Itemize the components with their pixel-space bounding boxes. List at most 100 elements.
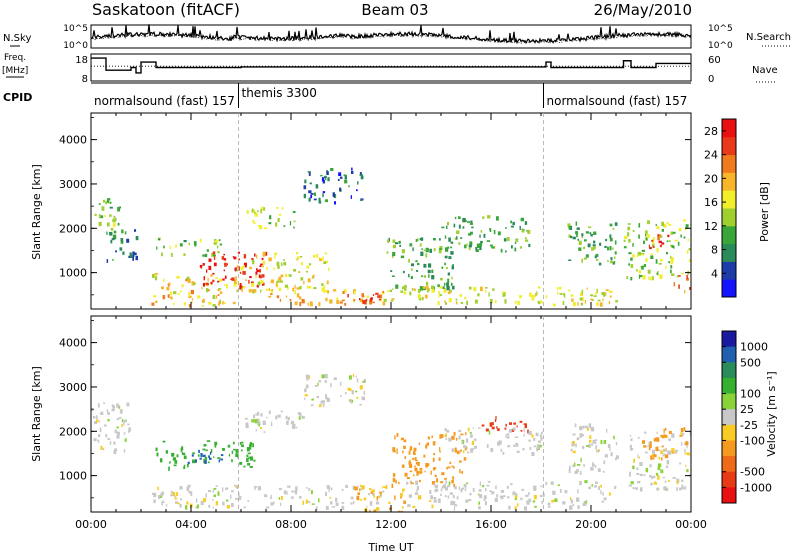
data-cell [187, 484, 191, 488]
data-cell [353, 501, 355, 504]
data-cell [521, 488, 525, 491]
data-cell [521, 229, 525, 233]
data-cell [191, 281, 195, 286]
freq-tick-bottom: 8 [82, 74, 88, 85]
data-cell [159, 493, 164, 497]
data-cell [355, 375, 357, 378]
data-cell [463, 484, 467, 488]
data-cell [596, 288, 598, 294]
data-cell [174, 495, 176, 498]
data-cell [105, 434, 108, 438]
data-cell [656, 487, 660, 491]
data-cell [676, 487, 678, 491]
data-cell [176, 492, 178, 497]
data-cell [653, 454, 657, 458]
data-cell [489, 244, 493, 247]
data-cell [440, 488, 443, 492]
data-cell [294, 491, 297, 495]
data-cell [425, 253, 428, 258]
data-cell [203, 276, 205, 281]
data-cell [609, 234, 612, 239]
data-cell [266, 266, 268, 271]
data-cell [219, 291, 223, 294]
data-cell [485, 428, 488, 432]
data-cell [239, 271, 242, 274]
data-cell [256, 268, 258, 270]
data-cell [260, 263, 263, 266]
data-cell [430, 495, 433, 500]
data-cell [409, 446, 413, 451]
data-cell [433, 248, 436, 252]
freq-tick-top: 18 [75, 55, 88, 66]
data-cell [177, 293, 180, 295]
data-cell [270, 502, 274, 506]
data-cell [126, 238, 130, 243]
data-cell [316, 253, 319, 258]
data-cell [352, 373, 355, 377]
data-cell [452, 264, 454, 267]
data-cell [183, 302, 186, 306]
data-cell [223, 269, 225, 272]
data-cell [169, 461, 171, 464]
data-cell [599, 302, 603, 307]
data-cell [602, 471, 605, 473]
data-cell [279, 487, 282, 491]
data-cell [588, 486, 591, 490]
data-cell [601, 292, 605, 296]
data-cell [655, 437, 658, 442]
data-cell [460, 489, 463, 493]
data-cell [194, 244, 197, 247]
data-cell [649, 247, 652, 250]
data-cell [652, 239, 655, 244]
data-cell [513, 422, 517, 425]
data-cell [453, 483, 456, 488]
data-cell [681, 272, 685, 275]
data-cell [111, 404, 114, 407]
data-cell [649, 443, 652, 448]
data-cell [208, 504, 211, 508]
data-cell [531, 297, 535, 301]
data-cell [281, 207, 284, 210]
data-cell [273, 267, 275, 271]
data-cell [612, 262, 615, 265]
data-cell [467, 427, 470, 432]
data-cell [124, 231, 127, 235]
data-cell [298, 416, 301, 420]
data-cell [297, 256, 300, 260]
data-cell [205, 493, 207, 498]
data-cell [313, 274, 315, 277]
data-cell [113, 441, 116, 445]
data-cell [289, 221, 292, 226]
data-cell [602, 298, 604, 302]
data-cell [497, 231, 501, 236]
data-cell [255, 275, 257, 278]
data-cell [609, 295, 612, 298]
data-cell [651, 477, 653, 480]
data-cell [174, 497, 177, 500]
data-cell [198, 449, 200, 453]
data-cell [332, 192, 335, 197]
data-cell [660, 450, 663, 455]
data-cell [132, 254, 135, 257]
data-cell [499, 495, 502, 499]
data-cell [127, 423, 130, 426]
data-cell [340, 381, 342, 386]
data-cell [369, 302, 372, 305]
data-cell [326, 260, 329, 263]
data-cell [652, 475, 656, 479]
data-cell [687, 238, 689, 242]
data-cell [408, 450, 411, 455]
data-cell [586, 445, 589, 447]
velocity-colorbar-swatch [722, 346, 736, 363]
data-cell [660, 435, 663, 438]
data-cell [326, 485, 330, 488]
data-cell [126, 402, 130, 407]
data-cell [206, 249, 209, 252]
data-cell [416, 270, 419, 272]
data-cell [578, 247, 582, 251]
xtick-label: 20:00 [575, 518, 607, 531]
data-cell [668, 450, 672, 455]
data-cell [426, 442, 429, 446]
data-cell [236, 486, 239, 489]
data-cell [403, 291, 407, 295]
